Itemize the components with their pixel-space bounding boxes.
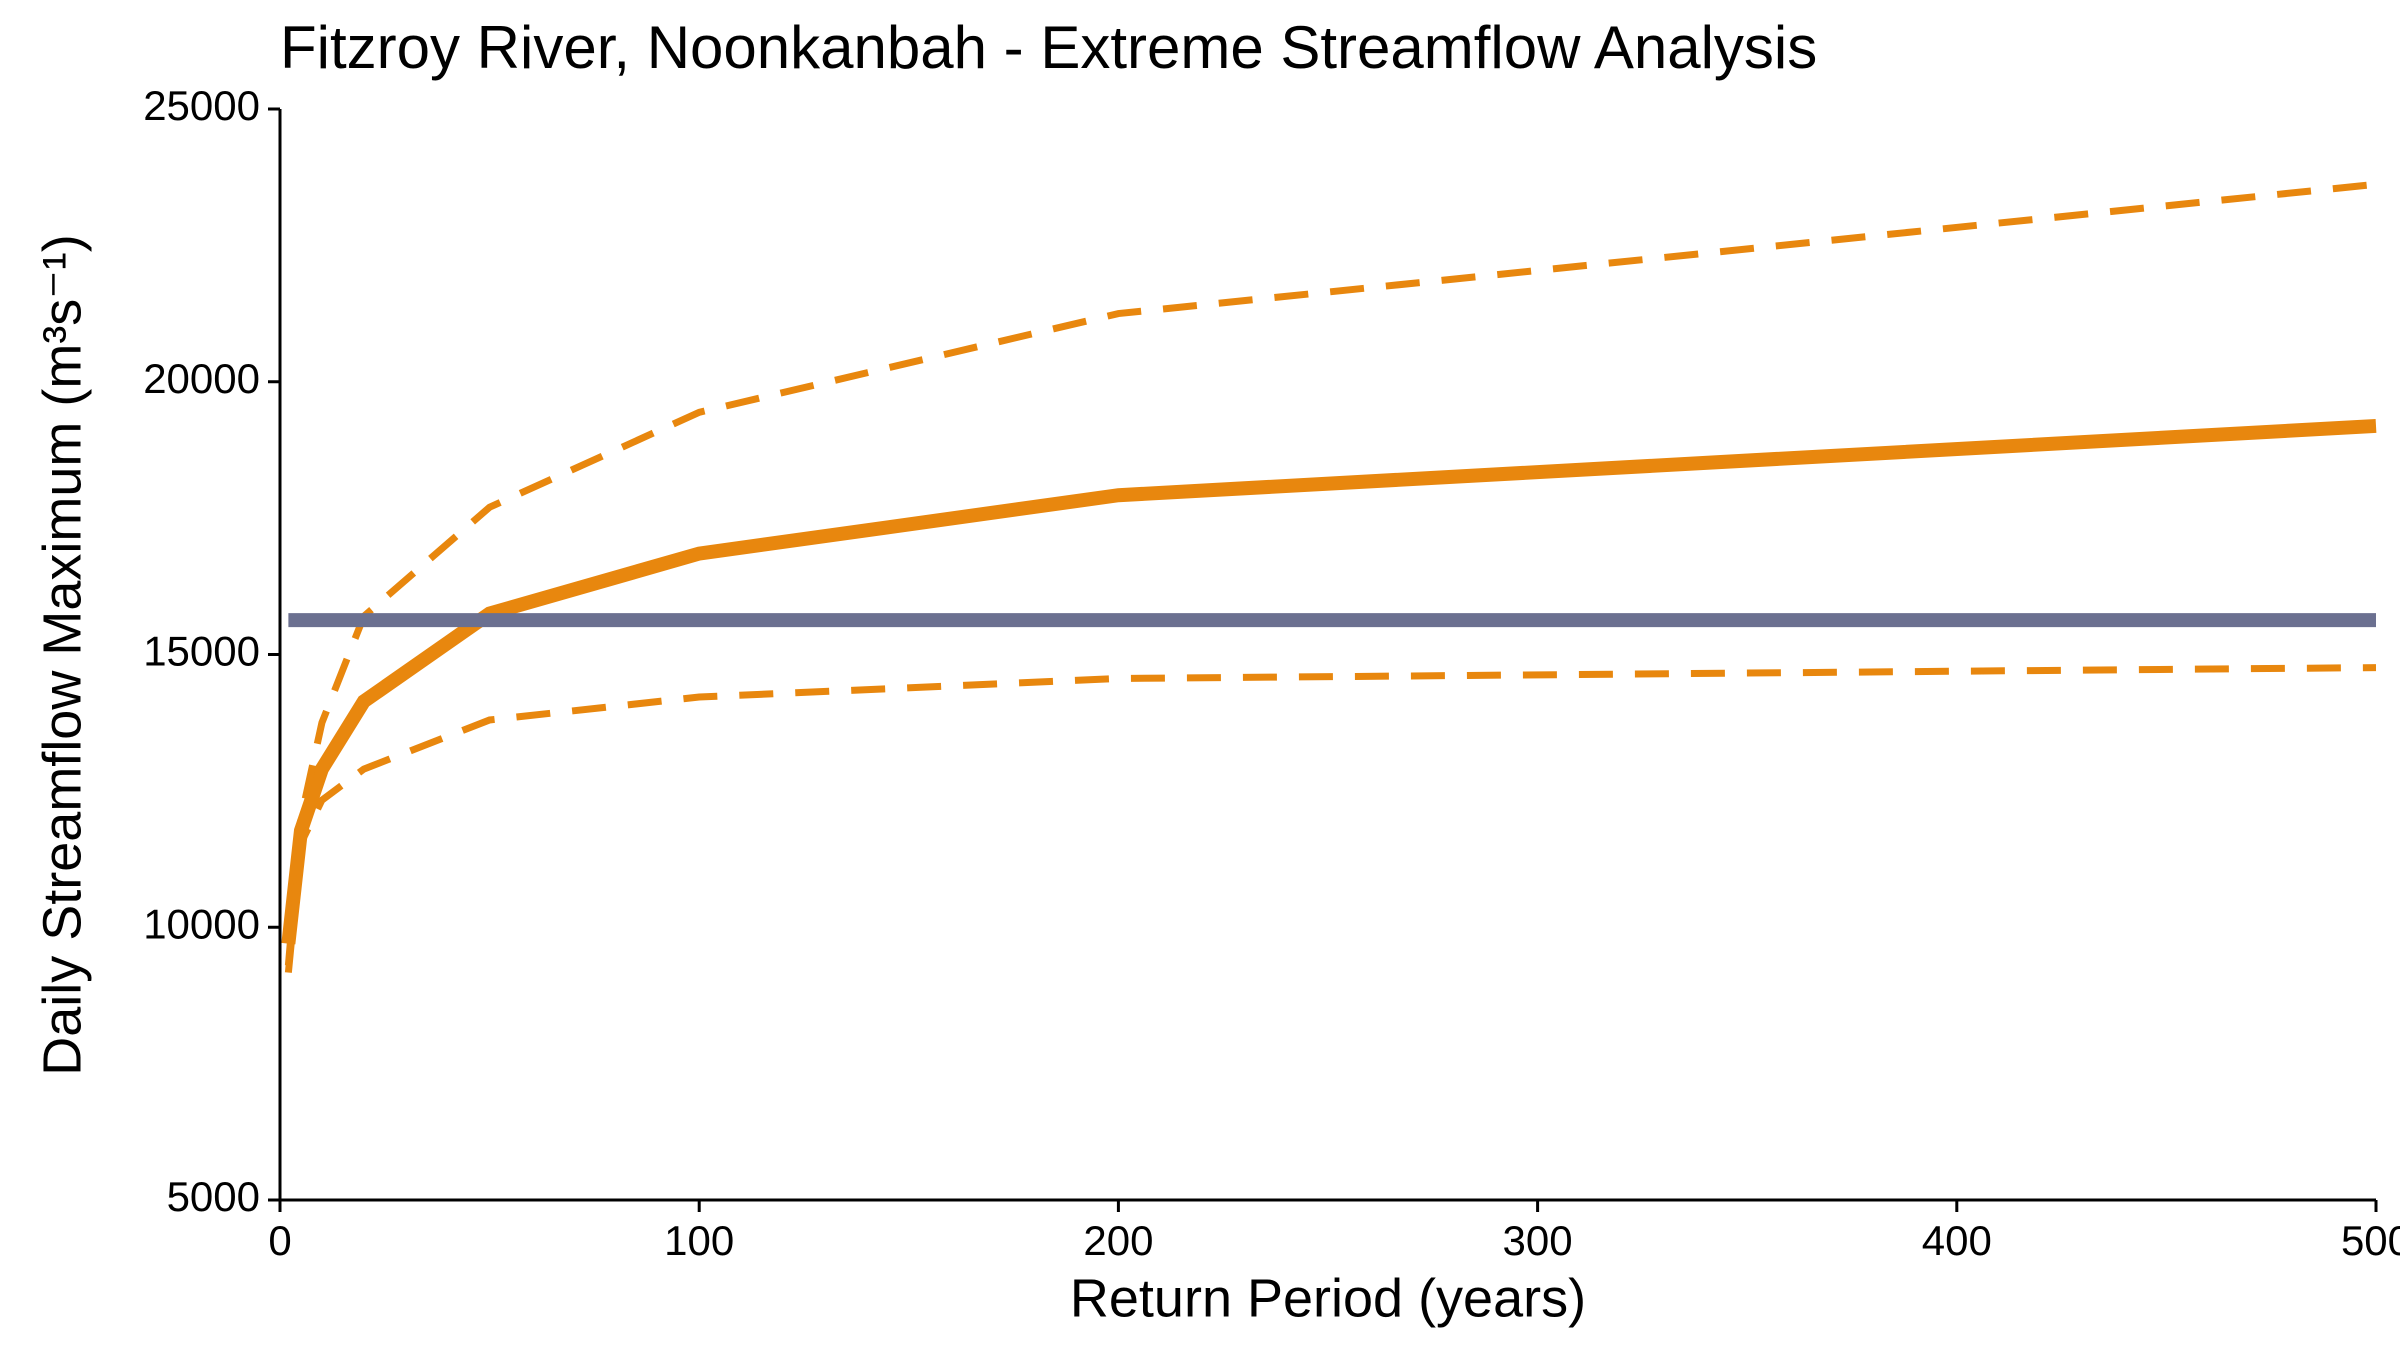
x-tick-label: 100 (664, 1217, 734, 1264)
y-tick-label: 20000 (143, 355, 260, 402)
y-tick-label: 15000 (143, 628, 260, 675)
x-tick-label: 400 (1922, 1217, 1992, 1264)
y-axis-label: Daily Streamflow Maximum (m³s⁻¹) (32, 234, 92, 1076)
x-tick-label: 300 (1503, 1217, 1573, 1264)
y-tick-label: 25000 (143, 82, 260, 129)
x-tick-label: 500 (2341, 1217, 2400, 1264)
y-tick-label: 5000 (167, 1173, 260, 1220)
x-axis-label: Return Period (years) (1070, 1268, 1586, 1328)
y-tick-label: 10000 (143, 900, 260, 947)
chart-title: Fitzroy River, Noonkanbah - Extreme Stre… (280, 14, 1817, 81)
series-line (281, 418, 2377, 945)
x-tick-label: 200 (1083, 1217, 1153, 1264)
confidence-line (284, 664, 2377, 973)
x-tick-label: 0 (268, 1217, 291, 1264)
